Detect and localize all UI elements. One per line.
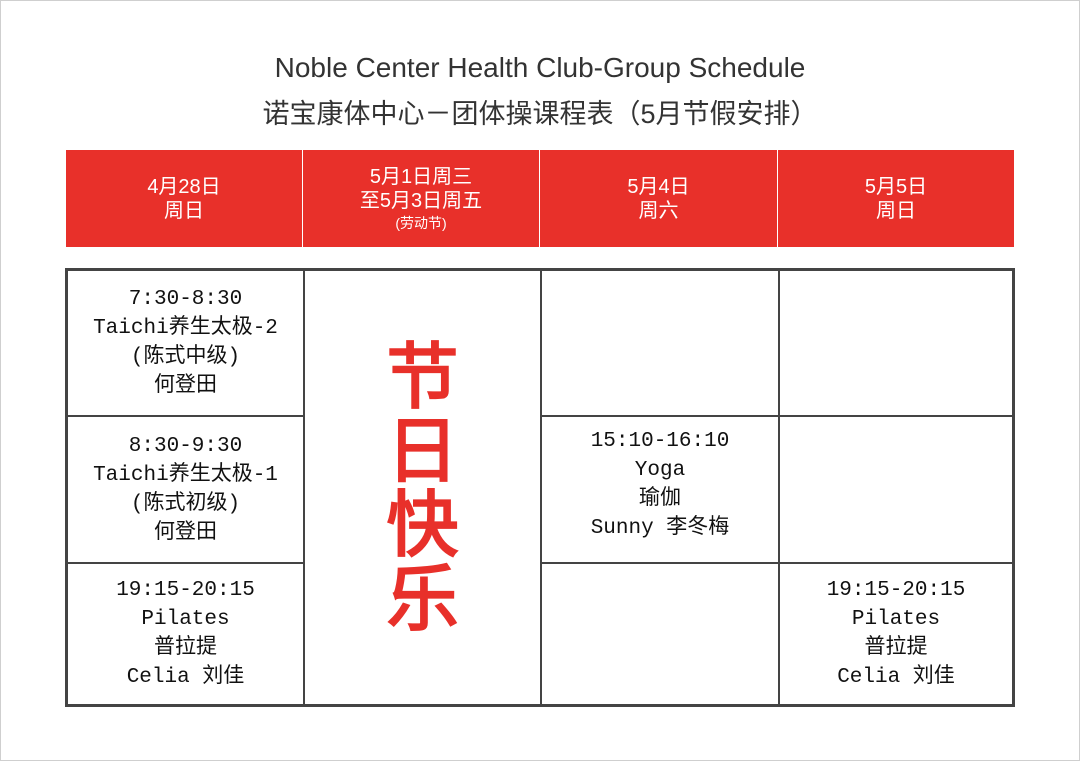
schedule-grid: 7:30-8:30 Taichi养生太极-2 (陈式中级) 何登田 8:30-9…: [65, 268, 1015, 707]
class-instructor: Sunny 李冬梅: [590, 517, 730, 540]
empty-cell: [541, 563, 779, 705]
header-date: 5月4日: [627, 175, 690, 198]
class-cell: 8:30-9:30 Taichi养生太极-1 (陈式初级) 何登田: [67, 416, 304, 563]
header-weekday: 至5月3日周五: [359, 189, 483, 212]
class-time: 8:30-9:30: [128, 434, 243, 458]
holiday-char: 日: [386, 408, 459, 493]
header-date: 5月1日周三: [369, 165, 473, 188]
class-name-chinese: 瑜伽: [639, 488, 681, 511]
column-header-may4: 5月4日 周六: [540, 150, 777, 247]
empty-cell: [779, 270, 1013, 416]
header-date: 5月5日: [864, 175, 928, 198]
holiday-char: 快: [386, 482, 459, 567]
title-chinese: 诺宝康体中心－团体操课程表（5月节假安排）: [262, 99, 818, 129]
class-instructor: 何登田: [154, 521, 217, 545]
class-time: 15:10-16:10: [590, 430, 730, 453]
holiday-char: 乐: [386, 556, 459, 641]
class-level: (陈式中级): [130, 346, 241, 369]
class-instructor: 何登田: [154, 375, 217, 398]
class-cell: 19:15-20:15 Pilates 普拉提 Celia 刘佳: [67, 563, 304, 705]
empty-cell: [779, 416, 1013, 563]
class-instructor: Celia 刘佳: [837, 666, 955, 689]
column-header-may5: 5月5日 周日: [778, 150, 1014, 247]
header-weekday: 周日: [876, 199, 916, 222]
header-weekday: 周日: [164, 199, 204, 222]
class-time: 19:15-20:15: [116, 579, 255, 602]
class-cell: 15:10-16:10 Yoga 瑜伽 Sunny 李冬梅: [541, 416, 779, 563]
class-name: Taichi养生太极-2: [93, 317, 278, 340]
class-level: (陈式初级): [130, 492, 241, 516]
header-holiday-name: (劳动节): [395, 214, 447, 231]
title-english: Noble Center Health Club-Group Schedule: [274, 52, 806, 83]
class-cell: 19:15-20:15 Pilates 普拉提 Celia 刘佳: [779, 563, 1013, 705]
class-name: Yoga: [634, 459, 686, 482]
class-name-chinese: 普拉提: [154, 637, 217, 660]
class-name-chinese: 普拉提: [864, 637, 928, 660]
holiday-greeting: 节 日 快 乐: [386, 340, 458, 636]
header-date: 4月28日: [147, 175, 221, 198]
header-weekday: 周六: [638, 199, 679, 222]
column-header-may1-3: 5月1日周三 至5月3日周五 (劳动节): [303, 150, 539, 247]
class-instructor: Celia 刘佳: [126, 666, 245, 689]
holiday-cell: 节 日 快 乐: [304, 270, 541, 705]
class-name: Taichi养生太极-1: [93, 463, 278, 487]
class-cell: 7:30-8:30 Taichi养生太极-2 (陈式中级) 何登田: [67, 270, 304, 416]
class-time: 19:15-20:15: [826, 579, 966, 602]
empty-cell: [541, 270, 779, 416]
class-time: 7:30-8:30: [128, 288, 243, 311]
class-name: Pilates: [141, 608, 230, 631]
class-name: Pilates: [851, 608, 941, 631]
column-header-apr28: 4月28日 周日: [66, 150, 302, 247]
holiday-char: 节: [386, 334, 459, 419]
